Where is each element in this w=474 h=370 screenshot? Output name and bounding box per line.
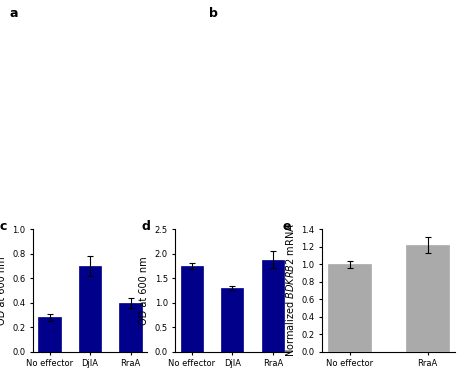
Y-axis label: Normalized $\it{BDKRB2}$ mRNA: Normalized $\it{BDKRB2}$ mRNA: [284, 223, 296, 357]
Bar: [406, 245, 449, 352]
Y-axis label: OD at 600 nm: OD at 600 nm: [0, 256, 7, 325]
Bar: [328, 264, 371, 352]
Text: b: b: [209, 7, 218, 20]
Bar: [262, 260, 284, 352]
Text: c: c: [0, 220, 7, 233]
Y-axis label: OD at 600 nm: OD at 600 nm: [139, 256, 149, 325]
Text: e: e: [283, 220, 291, 233]
Bar: [119, 303, 142, 352]
Text: d: d: [141, 220, 150, 233]
Text: a: a: [9, 7, 18, 20]
Bar: [79, 266, 101, 352]
Bar: [38, 317, 61, 352]
Bar: [181, 266, 203, 352]
Bar: [221, 288, 244, 352]
